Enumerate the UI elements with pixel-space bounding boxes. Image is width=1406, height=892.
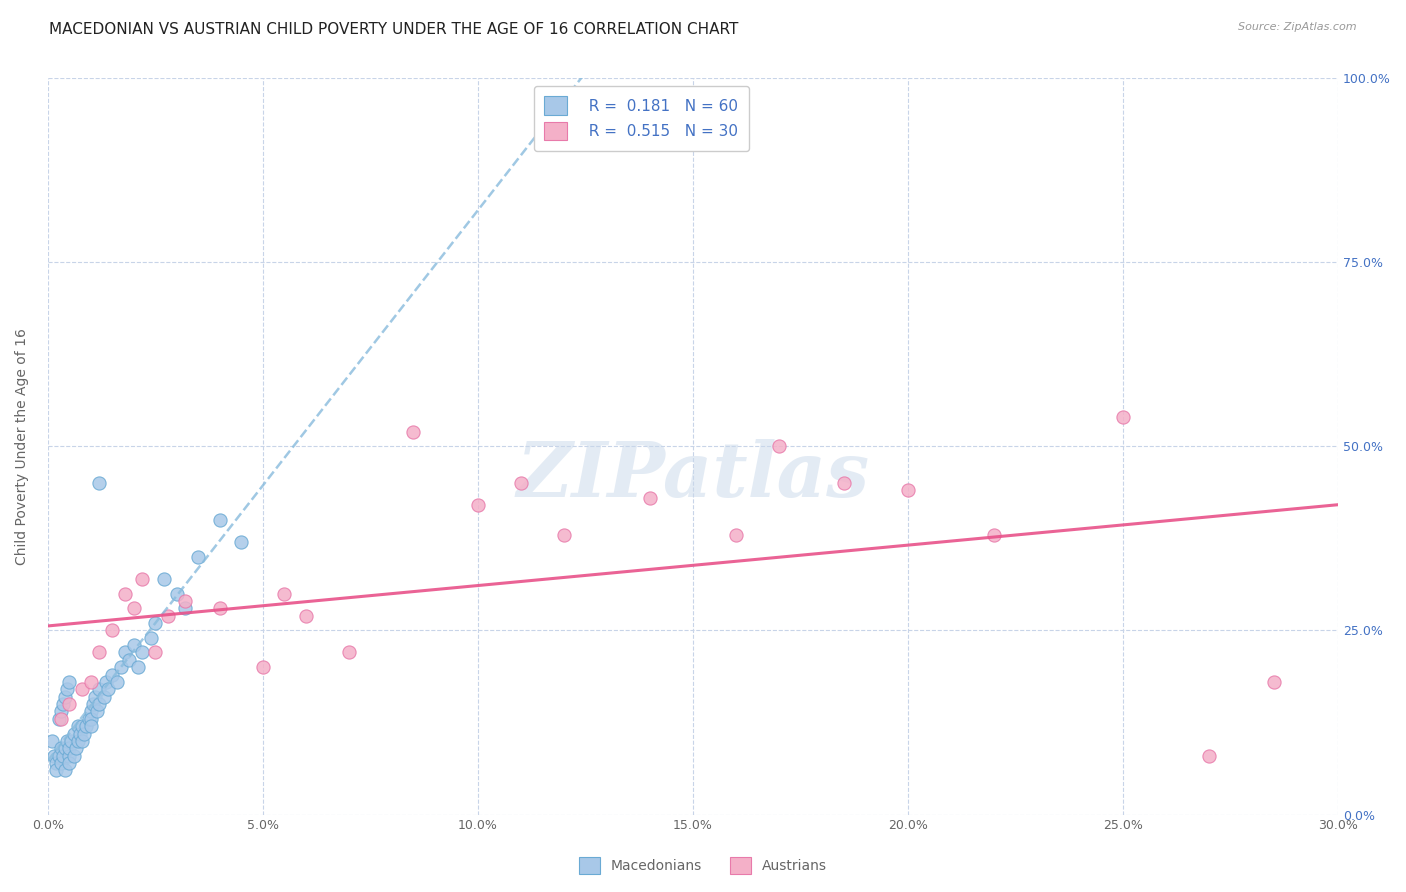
Point [58,675,80,690]
Point [56,734,79,748]
Point [105,675,128,690]
Point [75,719,97,733]
Point [69,726,91,740]
Point [187,549,209,564]
Text: Source: ZipAtlas.com: Source: ZipAtlas.com [1239,22,1357,32]
Point [89,682,111,697]
Legend:   R =  0.181   N = 60,   R =  0.515   N = 30: R = 0.181 N = 60, R = 0.515 N = 30 [534,86,749,151]
Text: MACEDONIAN VS AUSTRIAN CHILD POVERTY UNDER THE AGE OF 16 CORRELATION CHART: MACEDONIAN VS AUSTRIAN CHILD POVERTY UND… [49,22,738,37]
Point [60,734,83,748]
Point [58,748,80,763]
Point [122,601,145,615]
Point [52,697,75,711]
Point [66,719,89,733]
Point [983,527,1005,541]
Point [510,476,533,491]
Point [45,756,67,770]
Point [122,638,145,652]
Point [143,645,166,659]
Point [114,586,136,600]
Y-axis label: Child Poverty Under the Age of 16: Child Poverty Under the Age of 16 [15,328,30,565]
Point [49,756,72,770]
Point [127,660,149,674]
Point [208,601,231,615]
Point [65,741,87,756]
Point [638,491,661,505]
Point [131,572,153,586]
Point [77,712,100,726]
Point [62,748,84,763]
Point [131,645,153,659]
Point [80,712,103,726]
Point [174,594,197,608]
Point [337,645,360,659]
Point [208,513,231,527]
Point [832,476,855,491]
Point [166,586,188,600]
Point [110,660,132,674]
Point [49,705,72,719]
Point [1263,675,1285,690]
Point [70,719,93,733]
Point [768,439,790,453]
Point [273,586,295,600]
Point [89,697,111,711]
Point [73,726,96,740]
Point [97,682,120,697]
Point [48,712,70,726]
Point [89,645,111,659]
Point [80,705,103,719]
Point [41,734,63,748]
Legend: Macedonians, Austrians: Macedonians, Austrians [572,850,834,880]
Point [231,535,253,549]
Point [467,498,489,512]
Point [70,682,93,697]
Point [44,748,66,763]
Point [1112,409,1135,424]
Point [49,741,72,756]
Point [157,608,180,623]
Point [80,719,103,733]
Point [139,631,162,645]
Point [89,476,111,491]
Point [56,682,79,697]
Point [70,734,93,748]
Point [94,675,117,690]
Point [49,712,72,726]
Point [48,748,70,763]
Point [53,741,76,756]
Point [53,690,76,704]
Point [114,645,136,659]
Point [295,608,318,623]
Point [101,667,124,681]
Point [58,756,80,770]
Point [58,697,80,711]
Point [52,748,75,763]
Point [897,483,920,498]
Point [1198,748,1220,763]
Point [86,705,108,719]
Point [80,675,103,690]
Point [62,726,84,740]
Point [93,690,115,704]
Point [82,697,104,711]
Point [84,690,107,704]
Text: ZIPatlas: ZIPatlas [516,439,869,513]
Point [252,660,274,674]
Point [402,425,425,439]
Point [153,572,176,586]
Point [118,653,141,667]
Point [66,734,89,748]
Point [174,601,197,615]
Point [143,615,166,630]
Point [101,624,124,638]
Point [58,741,80,756]
Point [553,527,575,541]
Point [724,527,747,541]
Point [53,764,76,778]
Point [45,764,67,778]
